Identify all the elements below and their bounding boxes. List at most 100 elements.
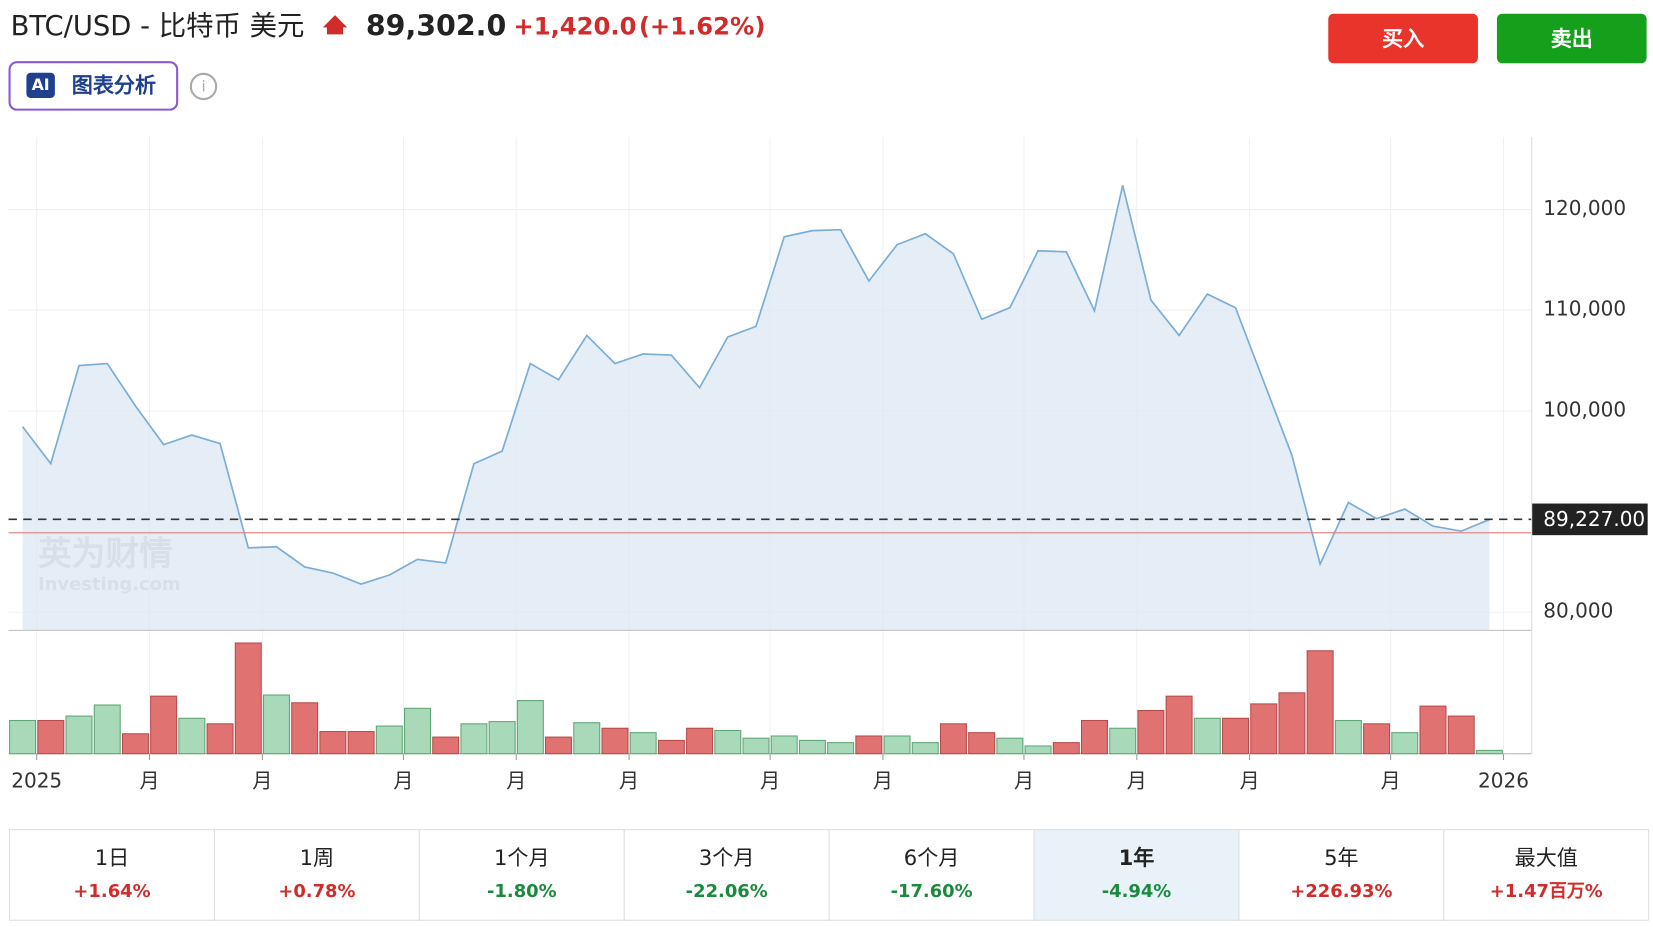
- period-label: 1个月: [494, 845, 550, 870]
- volume-bar: [9, 719, 37, 755]
- volume-bar: [1137, 710, 1165, 755]
- info-glyph: i: [201, 78, 205, 95]
- price: 89,302.0: [366, 9, 506, 42]
- ai-label: 图表分析: [72, 72, 156, 97]
- period-tabs: 1日 +1.64% 1周 +0.78% 1个月 -1.80% 3个月 -22.06% 6个月 -1…: [9, 829, 1650, 921]
- volume-bar: [601, 727, 629, 755]
- area-fill: [22, 185, 1490, 631]
- volume-bar: [121, 733, 149, 755]
- volume-bar: [1391, 732, 1419, 755]
- volume-bar: [93, 704, 121, 755]
- x-tick-label: 月: [1014, 769, 1034, 793]
- x-tick-label: 月: [619, 769, 639, 793]
- x-tick-label: 月: [1127, 769, 1147, 793]
- volume-bar: [939, 723, 967, 755]
- period-label: 1年: [1119, 845, 1155, 870]
- period-label: 3个月: [699, 845, 755, 870]
- period-label: 6个月: [904, 845, 960, 870]
- price-line: [21, 185, 1490, 585]
- volume-bar: [488, 721, 516, 755]
- volume-bar: [742, 737, 770, 755]
- chart: 80,000 100,000 110,000 120,000 2025 月 月 月 月 月 月 月 月 月…: [8, 137, 1648, 793]
- period-tab[interactable]: [1443, 829, 1650, 921]
- volume-bar: [629, 732, 657, 755]
- period-label: 1周: [300, 845, 335, 870]
- period-label: 5年: [1324, 845, 1359, 870]
- y-tick-label: 100,000: [1543, 397, 1626, 421]
- last-price-box: [1531, 503, 1648, 536]
- x-tick-label: 月: [1381, 769, 1401, 793]
- period-tab[interactable]: [9, 829, 215, 921]
- period-tab[interactable]: [213, 829, 420, 921]
- volume-bar: [150, 695, 178, 755]
- sell-button[interactable]: [1496, 13, 1647, 64]
- sell-label: 卖出: [1551, 26, 1593, 51]
- period-change: +226.93%: [1290, 881, 1392, 902]
- volume-bar: [1250, 703, 1278, 755]
- volume-bar: [1475, 749, 1503, 755]
- period-change: -17.60%: [891, 881, 973, 902]
- x-tick-label: 2025: [11, 769, 62, 793]
- volume-bar: [573, 722, 601, 755]
- x-tick-label: 月: [873, 769, 893, 793]
- volume-bar: [206, 723, 234, 755]
- period-change: +1.64%: [73, 881, 150, 902]
- volume-bar: [657, 739, 685, 755]
- volume-bar: [883, 735, 911, 755]
- up-arrow: [322, 15, 348, 35]
- volume-bar: [1447, 715, 1475, 755]
- volume-bar: [178, 717, 206, 755]
- volume-bar: [968, 732, 996, 755]
- volume-bar: [1334, 719, 1362, 755]
- info-icon[interactable]: [189, 72, 218, 101]
- volume-bar: [1165, 695, 1193, 755]
- volume-bar: [1419, 705, 1447, 755]
- last-price-label: 89,227.00: [1543, 507, 1645, 531]
- volume-bar: [798, 739, 826, 755]
- volume-bar: [1024, 745, 1052, 755]
- volume-bar: [262, 694, 290, 755]
- period-change: -4.94%: [1102, 881, 1172, 902]
- volume-bar: [404, 707, 432, 755]
- change: +1,420.0: [513, 11, 636, 40]
- period-tab[interactable]: [623, 829, 830, 921]
- x-tick-label: 月: [506, 769, 526, 793]
- period-change: +0.78%: [278, 881, 355, 902]
- x-tick-label: 月: [252, 769, 272, 793]
- volume-bar: [1080, 719, 1108, 755]
- period-tab[interactable]: [418, 829, 625, 921]
- ai-badge: AI: [32, 75, 50, 94]
- period-label: 1日: [95, 845, 130, 870]
- change-pct: (+1.62%): [639, 11, 766, 40]
- volume-bar: [291, 702, 319, 755]
- x-tick-label: 2026: [1478, 769, 1529, 793]
- volume-bar: [1052, 742, 1080, 755]
- volume-bar: [319, 731, 347, 755]
- volume-bar: [545, 736, 573, 755]
- volume-bar: [516, 700, 544, 755]
- volume-bar: [347, 731, 375, 755]
- y-tick-label: 110,000: [1543, 297, 1626, 321]
- x-tick-label: 月: [760, 769, 780, 793]
- volume-bar: [460, 723, 488, 755]
- period-tab[interactable]: [1033, 829, 1240, 921]
- volume-bar: [1193, 717, 1221, 755]
- period-tab[interactable]: [1238, 829, 1445, 921]
- buy-button[interactable]: [1328, 13, 1478, 64]
- volume-bar: [432, 736, 460, 755]
- volume-bar: [686, 727, 714, 755]
- volume-bar: [1363, 723, 1391, 755]
- volume-bar: [770, 735, 798, 755]
- y-tick-label: 120,000: [1543, 196, 1626, 220]
- volume-bar: [1306, 650, 1334, 755]
- period-tab[interactable]: [828, 829, 1035, 921]
- x-tick-label: 月: [140, 769, 160, 793]
- ai-icon: [26, 72, 55, 99]
- x-tick-label: 月: [1240, 769, 1260, 793]
- volume-bar: [1109, 727, 1137, 755]
- buy-label: 买入: [1382, 26, 1424, 51]
- y-tick-label: 80,000: [1543, 599, 1613, 623]
- volume-bar: [855, 735, 883, 755]
- period-change: +1.47百万%: [1490, 881, 1603, 902]
